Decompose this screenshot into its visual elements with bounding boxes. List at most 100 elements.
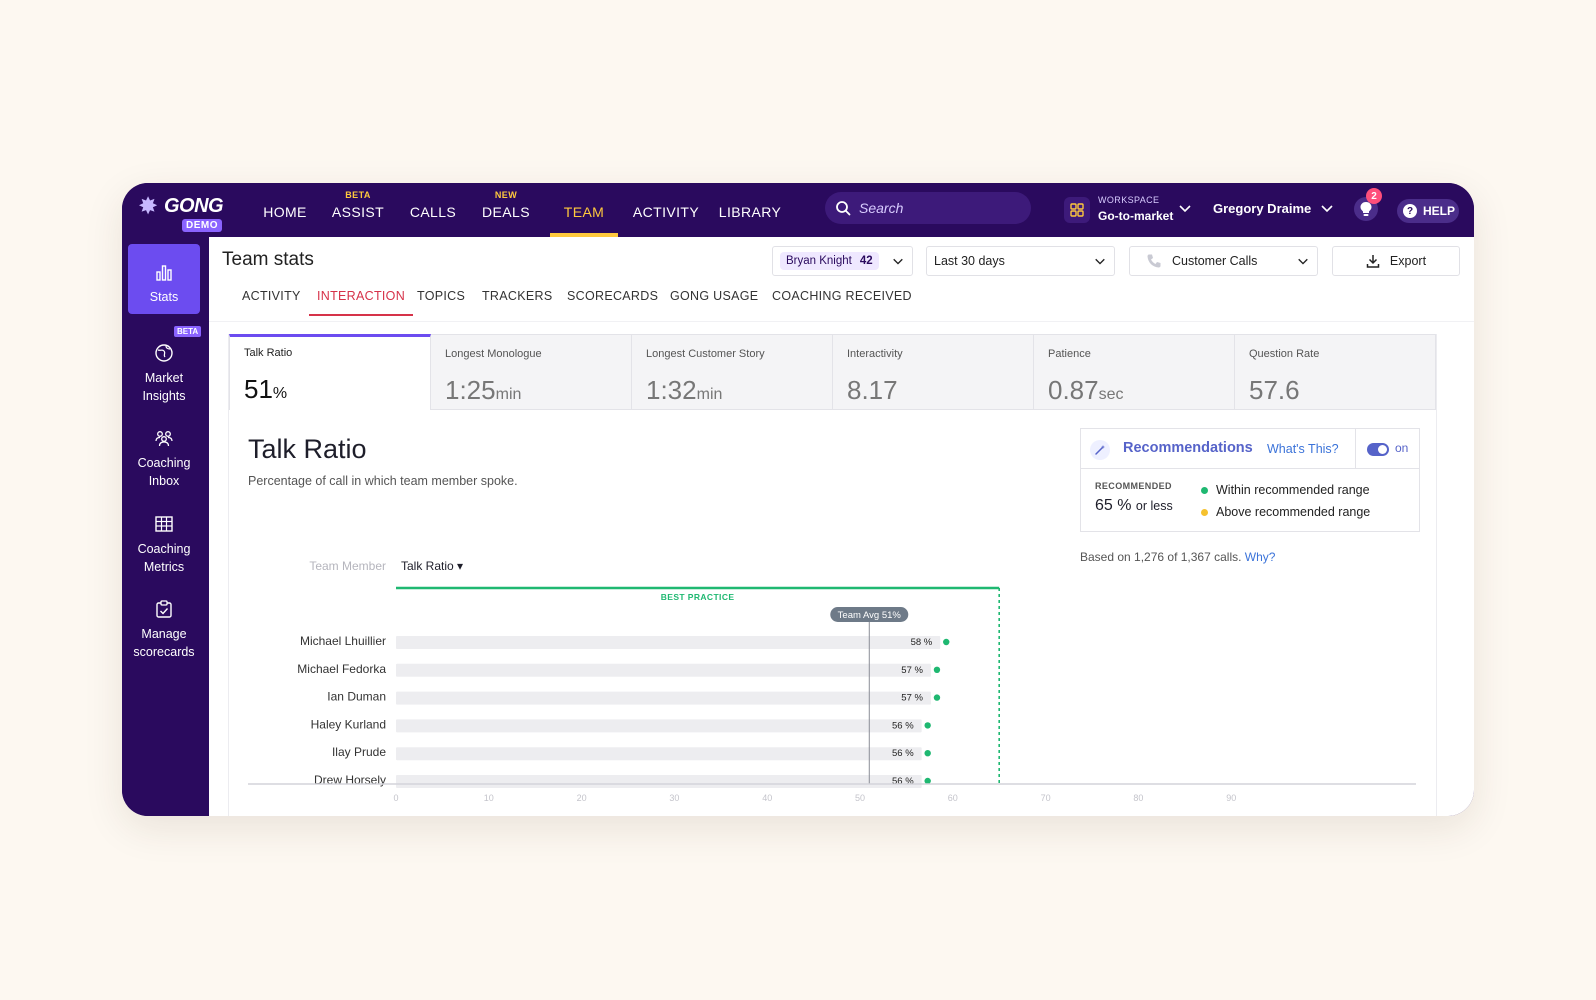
talk-ratio-dot <box>943 638 950 646</box>
magic-wand-icon <box>1090 440 1110 460</box>
legend-above-label: Above recommended range <box>1216 505 1371 519</box>
divider <box>1355 429 1356 469</box>
x-tick-label: 20 <box>577 793 587 803</box>
top-nav: ✸ GONG DEMO HOME BETA ASSIST CALLS NEW D… <box>122 183 1474 237</box>
tab-gong-usage[interactable]: GONG USAGE <box>670 289 759 303</box>
whats-this-link[interactable]: What's This? <box>1267 442 1339 456</box>
sidebar-item-label: Coaching Inbox <box>137 456 191 488</box>
talk-ratio-bar <box>396 663 931 677</box>
x-tick-label: 60 <box>948 793 958 803</box>
call-type-select[interactable]: Customer Calls <box>1129 246 1318 276</box>
why-link[interactable]: Why? <box>1244 550 1276 564</box>
nav-assist[interactable]: BETA ASSIST <box>328 183 388 237</box>
date-range-value: Last 30 days <box>934 254 1005 268</box>
member-filter[interactable]: Bryan Knight 42 <box>772 246 913 276</box>
metric-patience[interactable]: Patience 0.87sec <box>1034 334 1235 410</box>
page-title: Team stats <box>222 249 314 270</box>
sidebar-item-coaching-inbox[interactable]: Coaching Inbox <box>128 428 200 490</box>
metric-value: 57.6 <box>1249 375 1300 406</box>
table-icon <box>155 516 173 532</box>
sidebar-item-label: Market Insights <box>142 371 186 403</box>
tab-activity[interactable]: ACTIVITY <box>242 289 301 303</box>
export-button[interactable]: Export <box>1332 246 1460 276</box>
question-icon: ? <box>1403 204 1417 218</box>
gong-logo[interactable]: ✸ GONG DEMO <box>138 191 224 232</box>
nav-deals-label: DEALS <box>482 204 530 220</box>
metric-longest-monologue[interactable]: Longest Monologue 1:25min <box>431 334 632 410</box>
team-avg-label: Team Avg 51% <box>838 610 902 621</box>
nav-library[interactable]: LIBRARY <box>718 183 782 237</box>
yellow-dot-icon <box>1201 508 1208 516</box>
chevron-down-icon[interactable] <box>1178 201 1192 215</box>
metric-value: 51% <box>244 374 287 405</box>
workspace-selector[interactable]: Go-to-market <box>1098 209 1174 223</box>
team-member-name: Ilay Prude <box>332 745 386 759</box>
column-header-team-member: Team Member <box>309 559 386 573</box>
talk-ratio-bar <box>396 747 922 761</box>
nav-calls[interactable]: CALLS <box>406 183 460 237</box>
interaction-panel: Talk Ratio 51% Longest Monologue 1:25min… <box>228 334 1437 816</box>
recommended-label: RECOMMENDED <box>1095 481 1172 491</box>
metric-label: Longest Customer Story <box>646 348 765 360</box>
nav-assist-label: ASSIST <box>331 204 385 220</box>
recommendations-header: Recommendations What's This? on <box>1081 429 1419 469</box>
metric-number: 57.6 <box>1249 375 1300 405</box>
x-tick-label: 70 <box>1041 793 1051 803</box>
recommended-value: 65 % or less <box>1095 497 1173 515</box>
talk-ratio-value-label: 56 % <box>892 720 914 731</box>
workspace-grid-icon[interactable] <box>1064 197 1090 223</box>
sidebar-item-market-insights[interactable]: Market Insights <box>128 343 200 405</box>
nav-activity[interactable]: ACTIVITY <box>632 183 700 237</box>
metric-label: Interactivity <box>847 348 903 360</box>
nav-assist-badge: BETA <box>345 190 371 200</box>
team-member-name: Michael Lhuillier <box>300 634 386 648</box>
metric-number: 8.17 <box>847 375 898 405</box>
people-icon <box>155 431 173 447</box>
nav-deals[interactable]: NEW DEALS <box>480 183 532 237</box>
recommendations-title: Recommendations <box>1123 440 1253 456</box>
x-tick-label: 30 <box>669 793 679 803</box>
metric-longest-customer-story[interactable]: Longest Customer Story 1:32min <box>632 334 833 410</box>
date-range-select[interactable]: Last 30 days <box>926 246 1115 276</box>
metric-label: Longest Monologue <box>445 348 542 360</box>
export-label: Export <box>1389 254 1427 268</box>
metric-number: 0.87 <box>1048 375 1099 405</box>
tab-topics[interactable]: TOPICS <box>417 289 466 303</box>
nav-home[interactable]: HOME <box>258 183 312 237</box>
x-tick-label: 50 <box>855 793 865 803</box>
sidebar-item-label: Manage scorecards <box>133 627 195 659</box>
talk-ratio-dot <box>933 666 941 673</box>
talk-ratio-dot <box>933 694 941 701</box>
talk-ratio-chart: Team Member Talk Ratio ▾ BEST PRACTICE Mich… <box>248 559 1416 803</box>
team-member-name: Drew Horsely <box>314 773 386 787</box>
metric-interactivity[interactable]: Interactivity 8.17 <box>833 334 1034 410</box>
recommended-suffix: or less <box>1135 499 1173 513</box>
search-input[interactable]: Search <box>825 192 1031 224</box>
nav-team[interactable]: TEAM <box>550 183 618 237</box>
green-dot-icon <box>1201 486 1208 494</box>
notification-badge: 2 <box>1366 188 1382 204</box>
tab-scorecards[interactable]: SCORECARDS <box>567 289 659 303</box>
metric-value: 8.17 <box>847 375 898 406</box>
chevron-down-icon[interactable] <box>1320 201 1334 215</box>
section-title: Talk Ratio <box>248 434 367 464</box>
tab-interaction[interactable]: INTERACTION <box>308 289 414 316</box>
column-header-talk-ratio[interactable]: Talk Ratio ▾ <box>401 559 463 573</box>
sidebar-item-coaching-metrics[interactable]: Coaching Metrics <box>128 514 200 576</box>
phone-icon <box>1147 254 1161 268</box>
metric-label: Question Rate <box>1249 348 1320 360</box>
sidebar-item-stats[interactable]: Stats <box>128 244 200 314</box>
sidebar-item-manage-scorecards[interactable]: Manage scorecards <box>128 599 200 661</box>
tab-coaching-received[interactable]: COACHING RECEIVED <box>772 289 912 303</box>
lightbulb-icon[interactable] <box>1354 197 1378 221</box>
metric-question-rate[interactable]: Question Rate 57.6 <box>1235 334 1436 410</box>
talk-ratio-value-label: 56 % <box>892 748 914 759</box>
metric-talk-ratio[interactable]: Talk Ratio 51% <box>229 334 431 410</box>
recommendations-toggle[interactable] <box>1367 443 1389 456</box>
help-button[interactable]: ? HELP <box>1397 199 1459 223</box>
team-avg-pill <box>830 607 909 622</box>
user-menu[interactable]: Gregory Draime <box>1213 201 1312 216</box>
tab-trackers[interactable]: TRACKERS <box>482 289 553 303</box>
nav-home-label: HOME <box>263 204 307 220</box>
clipboard-icon <box>156 600 172 618</box>
